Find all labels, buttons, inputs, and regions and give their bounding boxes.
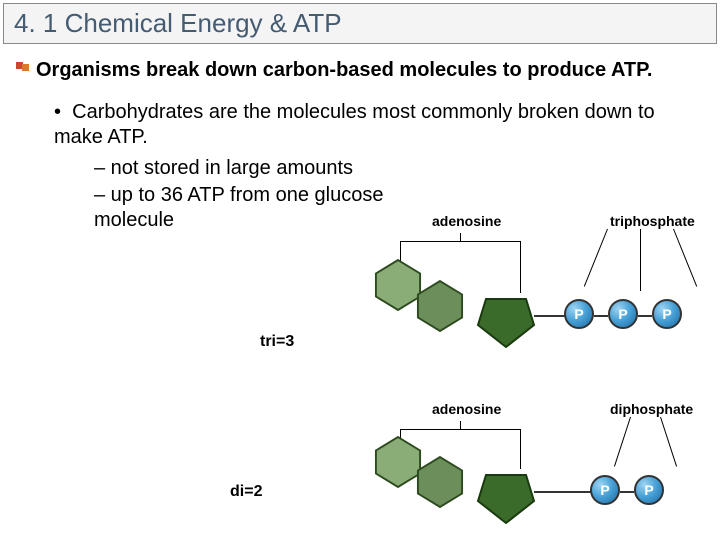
sub-bullet-1-text: Carbohydrates are the molecules most com… [54,101,655,148]
label-adenosine-1: adenosine [432,213,501,229]
adp-molecule: P P [380,421,710,541]
phosphate-icon: P [590,475,620,505]
phosphate-icon: P [564,299,594,329]
phosphate-icon: P [652,299,682,329]
main-point-text: Organisms break down carbon-based molecu… [36,58,700,82]
page-title: 4. 1 Chemical Energy & ATP [14,8,342,38]
pentagon-icon [476,471,536,525]
phosphate-icon: P [634,475,664,505]
hexagon-icon [416,455,464,509]
hexagon-icon [374,258,422,312]
sub-bullet-1: • Carbohydrates are the molecules most c… [54,100,700,233]
phosphate-icon: P [608,299,638,329]
note-tri: tri=3 [260,333,294,351]
note-di: di=2 [230,483,262,501]
dash-item-2: – up to 36 ATP from one glucose molecule [94,183,404,233]
hexagon-icon [374,435,422,489]
title-bar: 4. 1 Chemical Energy & ATP [3,3,717,44]
main-bullet: Organisms break down carbon-based molecu… [36,58,700,82]
dash-list: – not stored in large amounts – up to 36… [94,156,404,233]
label-triphosphate: triphosphate [610,213,695,229]
hexagon-icon [416,279,464,333]
bullet-icon [16,62,30,76]
label-adenosine-2: adenosine [432,401,501,417]
pentagon-icon [476,295,536,349]
atp-molecule: P P P [380,233,710,363]
label-diphosphate: diphosphate [610,401,693,417]
dash-item-1: – not stored in large amounts [94,156,404,181]
